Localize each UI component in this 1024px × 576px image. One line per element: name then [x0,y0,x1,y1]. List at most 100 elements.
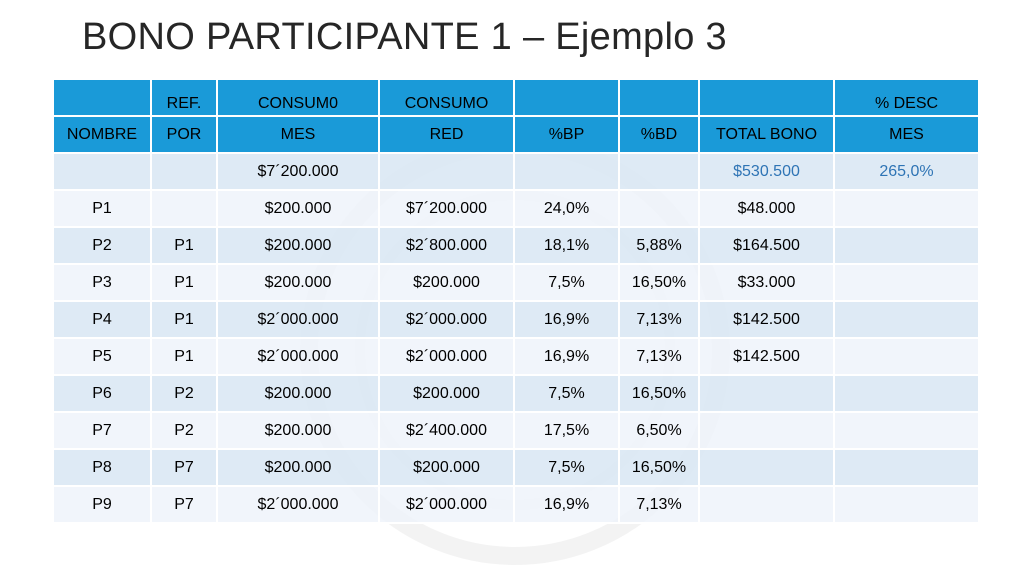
table-cell: P1 [150,337,218,376]
table-cell [698,374,835,413]
slide-title: BONO PARTICIPANTE 1 – Ejemplo 3 [82,16,727,58]
table-cell: $2´000.000 [216,337,380,376]
table-cell: $2´800.000 [378,226,515,265]
table-row: P9 P7 $2´000.000 $2´000.000 16,9% 7,13% [52,485,980,524]
table-cell [833,448,980,487]
table-cell [618,189,700,228]
table-cell: TOTAL BONO [698,115,835,154]
table-row: P6 P2 $200.000 $200.000 7,5% 16,50% [52,374,980,413]
table-cell: P4 [52,300,152,339]
table-row: P5 P1 $2´000.000 $2´000.000 16,9% 7,13% $142.5… [52,337,980,376]
table-cell: P1 [150,226,218,265]
table-cell: 18,1% [513,226,620,265]
table-cell [698,448,835,487]
table-cell: $200.000 [216,226,380,265]
table-cell [833,263,980,302]
table-cell: P8 [52,448,152,487]
table-cell: 16,50% [618,374,700,413]
header-row-1: REF. CONSUM0 CONSUMO % DESC [52,78,980,117]
table-cell: P7 [150,448,218,487]
table-cell [52,78,152,117]
table-cell [698,411,835,450]
table-cell: MES [216,115,380,154]
table-cell: 7,5% [513,374,620,413]
table-cell [52,152,152,191]
table-cell: CONSUMO [378,78,515,117]
table-cell: P1 [150,263,218,302]
table-cell: % DESC [833,78,980,117]
table-row: P1 $200.000 $7´200.000 24,0% $48.000 [52,189,980,228]
table-cell: REF. [150,78,218,117]
table-cell: P7 [150,485,218,524]
table-cell: P3 [52,263,152,302]
table-cell [833,374,980,413]
table-cell: P2 [52,226,152,265]
table-cell: MES [833,115,980,154]
table-cell: $33.000 [698,263,835,302]
table-row: P3 P1 $200.000 $200.000 7,5% 16,50% $33.000 [52,263,980,302]
table-cell [833,300,980,339]
table-cell: $200.000 [216,411,380,450]
table-cell: $200.000 [216,189,380,228]
table-cell [698,78,835,117]
table-cell: $2´000.000 [216,300,380,339]
table-cell: 7,13% [618,337,700,376]
table-cell: 7,5% [513,263,620,302]
table-cell: CONSUM0 [216,78,380,117]
bono-table: REF. CONSUM0 CONSUMO % DESC NOMBRE POR MES RED%… [52,78,980,524]
table-cell [618,152,700,191]
table-cell [833,337,980,376]
table-cell [833,485,980,524]
table-cell: $48.000 [698,189,835,228]
table-cell [513,78,620,117]
table-cell: $7´200.000 [378,189,515,228]
table-cell: $200.000 [216,374,380,413]
table-cell: $200.000 [378,263,515,302]
table-cell: P6 [52,374,152,413]
table-cell [833,189,980,228]
table-cell [698,485,835,524]
table-cell: 16,50% [618,263,700,302]
table-cell: $200.000 [216,448,380,487]
table-cell: 5,88% [618,226,700,265]
table-cell: 17,5% [513,411,620,450]
table-cell: %BP [513,115,620,154]
table-cell: $200.000 [378,374,515,413]
table-cell: $200.000 [378,448,515,487]
table-cell: 6,50% [618,411,700,450]
table-cell: $164.500 [698,226,835,265]
table-cell [513,152,620,191]
table-cell: P1 [52,189,152,228]
table-cell: 16,50% [618,448,700,487]
table-cell [150,152,218,191]
table-cell [833,226,980,265]
table-cell: $142.500 [698,300,835,339]
table-cell: P9 [52,485,152,524]
table-cell: P1 [150,300,218,339]
table-cell: 16,9% [513,300,620,339]
table-cell: 7,13% [618,300,700,339]
table-cell: P7 [52,411,152,450]
table-cell: P2 [150,411,218,450]
table-row: P2 P1 $200.000 $2´800.000 18,1% 5,88% $164.500 [52,226,980,265]
table-cell [378,152,515,191]
table-cell: 16,9% [513,337,620,376]
table-cell: 24,0% [513,189,620,228]
table-cell [618,78,700,117]
table-cell: P5 [52,337,152,376]
table-cell: $2´000.000 [378,300,515,339]
table-cell: 265,0% [833,152,980,191]
table-cell: 16,9% [513,485,620,524]
table-cell: $142.500 [698,337,835,376]
table-cell: P2 [150,374,218,413]
table-cell: RED [378,115,515,154]
table-row: P4 P1 $2´000.000 $2´000.000 16,9% 7,13% $142.5… [52,300,980,339]
table-cell: $2´000.000 [216,485,380,524]
table-cell: %BD [618,115,700,154]
table-cell [833,411,980,450]
table-cell: NOMBRE [52,115,152,154]
table-cell: $2´000.000 [378,337,515,376]
totals-row: $7´200.000 $530.500 265,0% [52,152,980,191]
header-row-2: NOMBRE POR MES RED %BP %BD TOTAL BONO MES [52,115,980,154]
table-row: P8 P7 $200.000 $200.000 7,5% 16,50% [52,448,980,487]
